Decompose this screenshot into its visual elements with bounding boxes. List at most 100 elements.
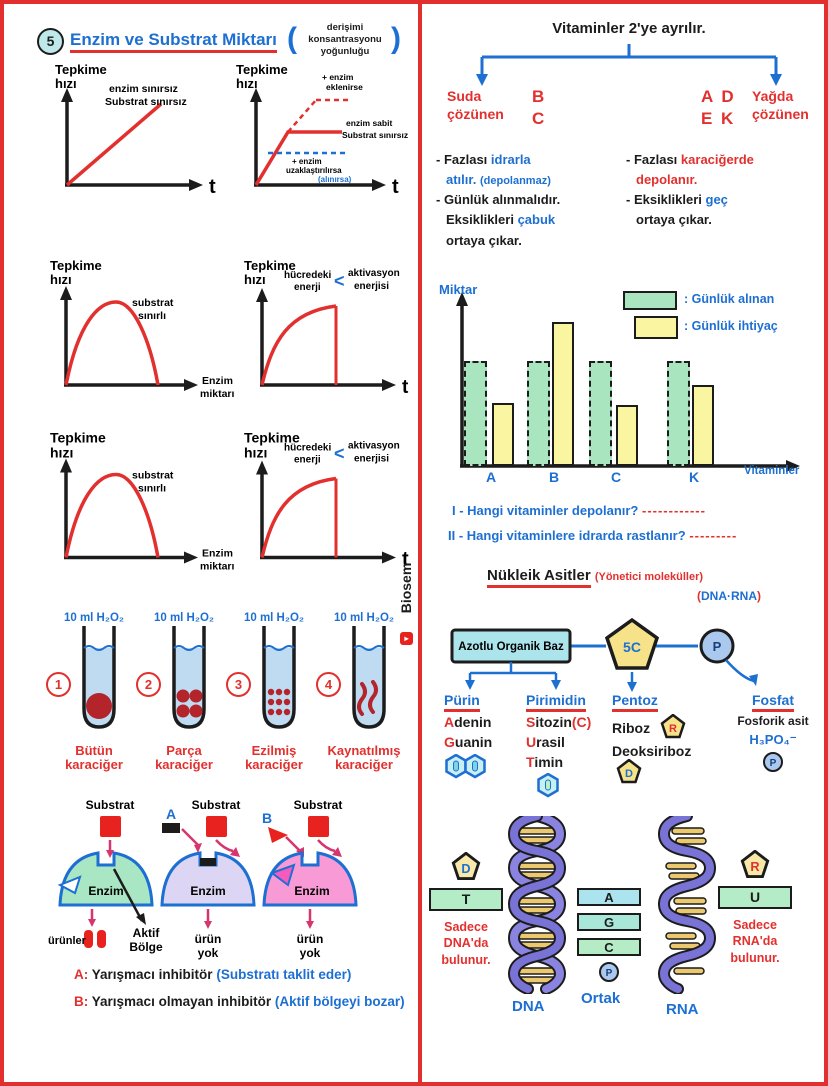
watermark: Biosem <box>398 562 414 614</box>
tube-2-solution-label: 10 ml H₂O₂ <box>153 612 215 624</box>
nucleotide-structure-diagram: Azotlu Organik Baz 5C P <box>450 617 758 692</box>
tube-2-caption: Parça karaciğer <box>155 743 213 773</box>
inhibitor-b-definition: B: Yarışmacı olmayan inhibitör (Aktif bö… <box>74 994 405 1009</box>
thymine-box: T <box>429 888 503 911</box>
inhibitor-b-label: B <box>262 810 272 826</box>
page-title: Enzim ve Substrat Miktarı <box>70 30 277 53</box>
note-line-1: derişimi <box>326 22 364 33</box>
purine-column: Pürin Adenin Guanin <box>444 692 522 785</box>
svg-text:Substrat: Substrat <box>86 798 135 812</box>
bar-need-C <box>616 405 638 466</box>
paren-close: ) <box>391 22 401 55</box>
tube-3-number: 3 <box>226 672 251 697</box>
dna-double-helix <box>507 816 567 994</box>
no-product-label: ürün <box>195 932 222 946</box>
cytosine-box: C <box>577 938 641 956</box>
svg-text:Substrat: Substrat <box>294 798 343 812</box>
svg-text:R: R <box>669 723 677 735</box>
tube-4-solution-label: 10 ml H₂O₂ <box>333 612 395 624</box>
common-phosphate-icon: P <box>599 962 619 982</box>
graph-rate-drop-energy: Tepkime hızı t hücredeki enerji < aktiva… <box>244 258 409 398</box>
rna-label: RNA <box>666 1001 699 1018</box>
dna-only-panel: D T Sadece DNA'da bulunur. <box>428 851 504 968</box>
svg-text:hızı: hızı <box>55 76 77 91</box>
svg-text:sınırlı: sınırlı <box>138 310 166 322</box>
legend-label-taken: : Günlük alınan <box>684 292 775 306</box>
legend-swatch-need <box>634 316 678 339</box>
water-soluble-vitamins: B C <box>532 87 545 129</box>
svg-text:P: P <box>606 968 613 979</box>
svg-text:R: R <box>750 860 759 874</box>
enzyme-normal-diagram: Substrat Enzim Aktif Bölge ürünler <box>48 798 163 954</box>
products-label: ürünler <box>48 935 87 947</box>
inhibitor-a-label: A <box>166 806 176 822</box>
bar-category-C: C <box>610 469 622 485</box>
svg-text:substrat: substrat <box>132 470 174 482</box>
tube-4-number: 4 <box>316 672 341 697</box>
section-number: 5 <box>46 33 55 49</box>
phosphate-column: Fosfat Fosforik asit H₃PO₄⁻ P <box>730 692 816 778</box>
phosphoric-acid-formula: H₃PO₄⁻ <box>749 732 797 747</box>
phosphate-circle: P <box>713 639 722 654</box>
bar-category-A: A <box>485 469 497 485</box>
svg-text:D: D <box>625 768 633 780</box>
graph-rate-drop-energy-2: Tepkime hızı t hücredeki enerji < aktiva… <box>244 430 409 571</box>
tube-3-drawing <box>262 626 296 729</box>
bar-need-B <box>552 322 574 466</box>
legend-swatch-taken <box>623 291 677 310</box>
graph-rate-vs-time-plateau: Tepkime hızı t + enzim eklenirse enzim s… <box>236 62 408 198</box>
phosphate-circle-icon: P <box>763 752 783 772</box>
rna-only-note: Sadece RNA'da bulunur. <box>730 918 780 965</box>
bar-category-K: K <box>688 469 700 485</box>
svg-text:Substrat sınırsız: Substrat sınırsız <box>105 96 187 108</box>
bar-chart-axes: Miktar Vitaminler <box>439 282 800 477</box>
svg-text:Tepkime: Tepkime <box>236 62 288 77</box>
deoxyribose-icon: D <box>451 851 481 881</box>
test-tube-1: 10 ml H₂O₂ 1 Bütün karaciğer <box>46 612 142 773</box>
svg-text:enerji: enerji <box>294 282 321 293</box>
rna-only-panel: R U Sadece RNA'da bulunur. <box>716 849 794 966</box>
test-tube-2: 10 ml H₂O₂ 2 Parça karaciğer <box>136 612 232 773</box>
phosphate-title: Fosfat <box>752 692 794 712</box>
tube-2-number: 2 <box>136 672 161 697</box>
enzyme-noncompetitive-inhibitor-diagram: Substrat B Enzim ürün yok <box>262 798 358 960</box>
svg-text:miktarı: miktarı <box>200 561 235 573</box>
svg-text:+ enzim: + enzim <box>292 157 322 166</box>
uracil-box: U <box>718 886 792 909</box>
bar-need-K <box>692 385 714 466</box>
fat-soluble-vitamins: A D E K <box>701 87 736 129</box>
svg-text:Tepkime: Tepkime <box>50 430 106 446</box>
water-soluble-notes: - Fazlası idrarla atılır. (depolanmaz) -… <box>436 152 561 248</box>
tube-1-number: 1 <box>46 672 71 697</box>
svg-text:enerjisi: enerjisi <box>354 281 389 292</box>
svg-text:hızı: hızı <box>244 445 267 461</box>
bar-taken-K <box>667 361 690 466</box>
svg-text:hızı: hızı <box>50 272 72 287</box>
pyrimidine-title: Pirimidin <box>526 692 586 712</box>
question-1: I - Hangi vitaminler depolanır? --------… <box>452 503 706 518</box>
svg-text:Substrat: Substrat <box>192 798 241 812</box>
graph-rate-vs-time-linear: Tepkime hızı t enzim sınırsız Substrat s… <box>55 62 216 198</box>
svg-text:enerji: enerji <box>294 455 321 466</box>
ribose-pentagon-icon: R <box>660 713 686 739</box>
dna-only-note: Sadece DNA'da bulunur. <box>441 920 491 967</box>
svg-text:yok: yok <box>300 946 321 960</box>
svg-text:enerjisi: enerjisi <box>354 454 389 465</box>
svg-text:uzaklaştırılırsa: uzaklaştırılırsa <box>286 166 342 175</box>
vitamins-title: Vitaminler 2'ye ayrılır. <box>552 20 706 37</box>
fat-soluble-notes: - Fazlası karaciğerde depolanır. - Eksik… <box>626 152 754 228</box>
svg-text:t: t <box>392 176 399 198</box>
tube-4-caption: Kaynatılmış karaciğer <box>327 743 401 773</box>
svg-text:hücredeki: hücredeki <box>284 270 331 281</box>
svg-text:Bölge: Bölge <box>129 940 163 954</box>
svg-text:(alınırsa): (alınırsa) <box>318 175 352 184</box>
svg-text:Substrat sınırsız: Substrat sınırsız <box>342 130 408 140</box>
enzyme-competitive-inhibitor-diagram: Substrat A Enzim ürün yok <box>160 798 256 960</box>
graph-rate-vs-enzyme-bell: Tepkime hızı Enzim miktarı substrat sını… <box>50 258 235 400</box>
common-bases-panel: A G C P Ortak <box>577 888 643 1007</box>
nitrogen-base-box: Azotlu Organik Baz <box>458 641 564 653</box>
svg-text:Enzim: Enzim <box>202 375 233 387</box>
svg-text:substrat: substrat <box>132 297 174 309</box>
bar-chart-bars <box>436 282 821 466</box>
chart-y-label: Miktar <box>439 282 477 297</box>
